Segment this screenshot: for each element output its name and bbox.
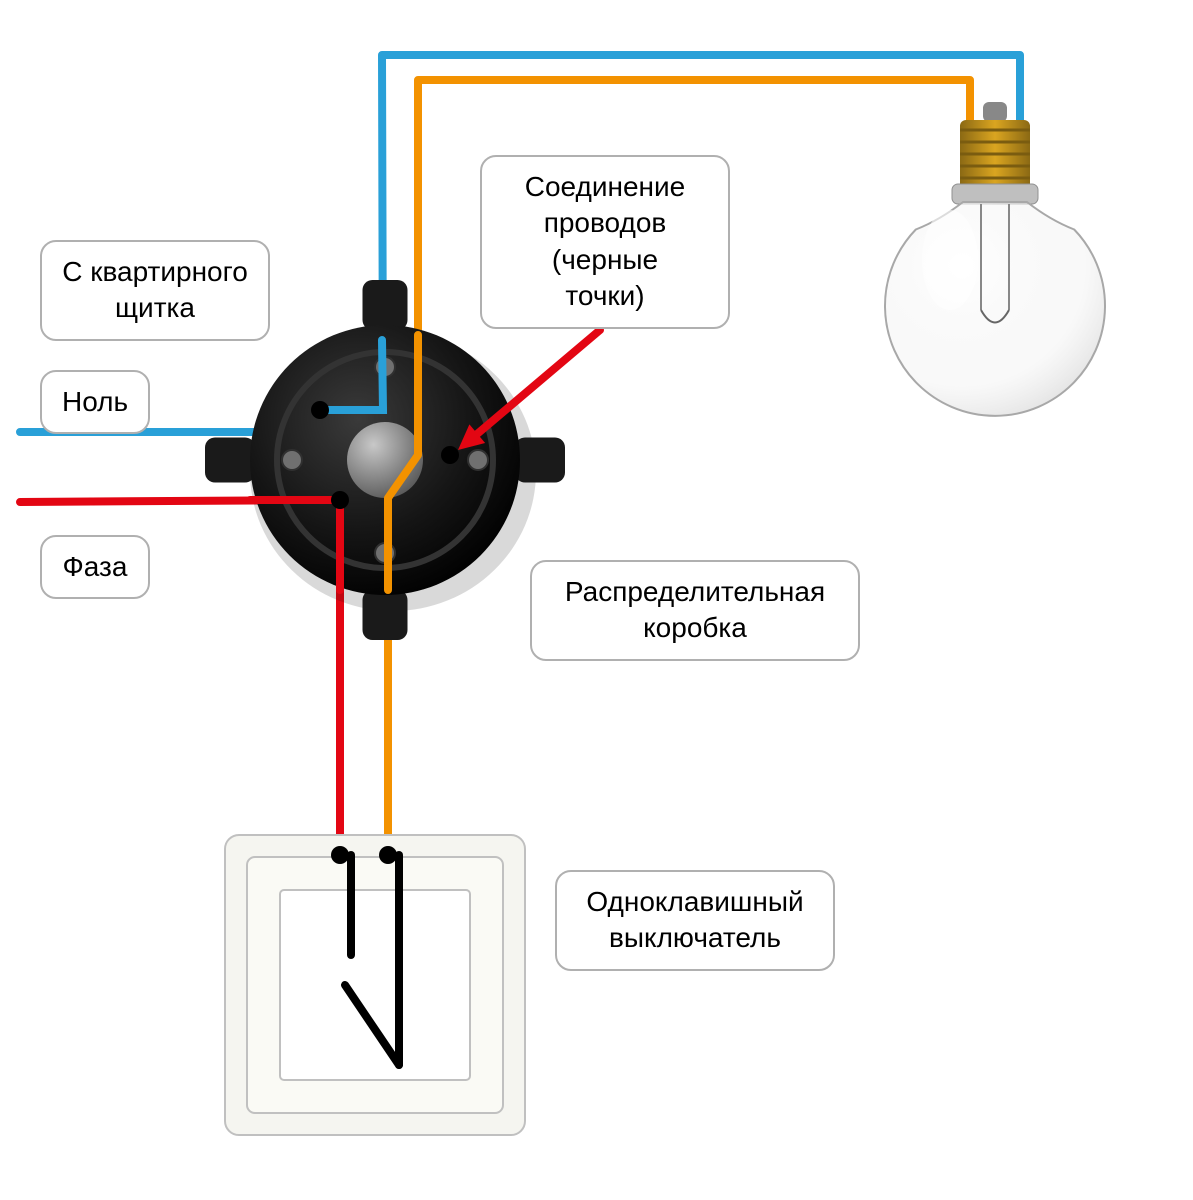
label-neutral: Ноль: [40, 370, 150, 434]
label-phase: Фаза: [40, 535, 150, 599]
label-wire-connection: Соединениепроводов(черныеточки): [480, 155, 730, 329]
label-junction-box: Распределительнаякоробка: [530, 560, 860, 661]
label-from-panel: С квартирногощитка: [40, 240, 270, 341]
label-single-switch: Одноклавишныйвыключатель: [555, 870, 835, 971]
lightbulb-icon: [885, 102, 1105, 416]
wall-switch-icon: [225, 835, 525, 1135]
